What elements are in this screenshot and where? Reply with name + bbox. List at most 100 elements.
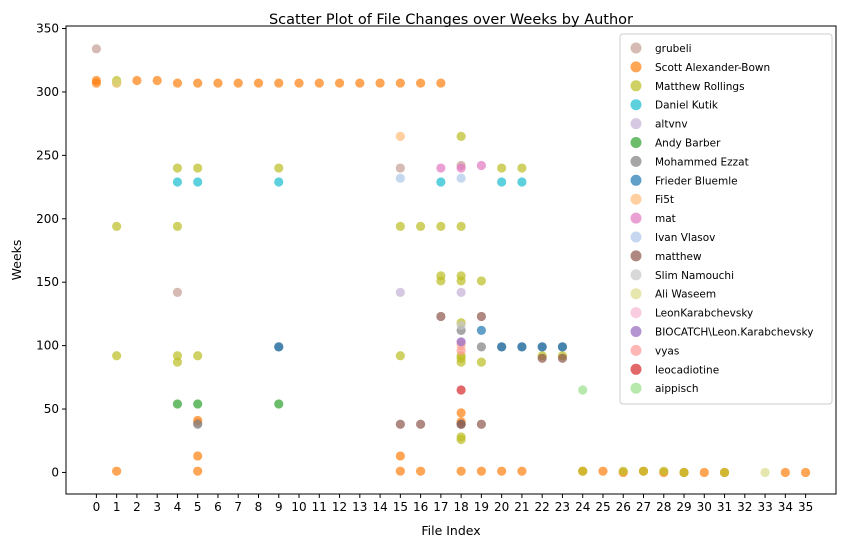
data-point xyxy=(193,451,203,461)
data-point xyxy=(274,78,284,88)
y-axis-label: Weeks xyxy=(9,240,24,281)
data-point xyxy=(172,357,183,367)
x-tick-label: 16 xyxy=(413,500,428,514)
data-point xyxy=(253,78,264,88)
data-point xyxy=(193,163,203,173)
data-point xyxy=(416,419,426,429)
legend-label: Matthew Rollings xyxy=(655,81,745,93)
plot-frame xyxy=(65,25,837,495)
data-point xyxy=(213,78,223,88)
legend-label: Ali Waseem xyxy=(655,289,716,301)
data-point xyxy=(375,78,385,88)
data-point xyxy=(112,466,122,476)
data-point xyxy=(416,466,426,476)
data-point xyxy=(659,466,669,476)
legend-marker xyxy=(630,174,642,186)
x-tick-label: 34 xyxy=(778,500,793,514)
y-tick-label: 250 xyxy=(36,148,59,162)
data-point xyxy=(456,408,466,418)
x-tick-label: 14 xyxy=(372,500,387,514)
data-point xyxy=(132,75,142,86)
x-tick-label: 19 xyxy=(474,500,489,514)
x-tick-label: 10 xyxy=(291,500,306,514)
data-point xyxy=(497,163,507,173)
y-tick-label: 350 xyxy=(36,22,59,36)
data-point xyxy=(476,276,486,286)
data-point xyxy=(780,467,790,478)
data-point xyxy=(456,221,466,231)
data-point xyxy=(719,467,730,478)
data-point xyxy=(436,78,446,88)
data-point xyxy=(578,385,588,395)
data-point xyxy=(233,78,243,88)
data-point xyxy=(517,466,527,476)
legend-marker xyxy=(630,269,642,281)
data-point xyxy=(456,276,466,286)
x-tick-label: 8 xyxy=(255,500,263,514)
data-point xyxy=(112,78,122,88)
y-tick-label: 200 xyxy=(36,212,59,226)
data-point xyxy=(172,351,183,361)
x-tick-label: 29 xyxy=(676,500,691,514)
data-point xyxy=(395,131,405,141)
x-tick-label: 0 xyxy=(93,500,101,514)
data-point xyxy=(497,177,507,187)
legend-label: Ivan Vlasov xyxy=(655,232,715,244)
legend-marker xyxy=(630,344,642,356)
data-point xyxy=(456,357,466,367)
legend-label: Slim Namouchi xyxy=(655,270,734,282)
legend-label: leocadiotine xyxy=(655,364,719,376)
legend-frame xyxy=(619,33,833,405)
data-point xyxy=(476,357,486,367)
x-tick-label: 32 xyxy=(737,500,752,514)
x-tick-label: 5 xyxy=(194,500,202,514)
legend: grubeli Scott Alexander-Bown Matthew Rolli… xyxy=(619,33,833,405)
x-tick-label: 18 xyxy=(453,500,468,514)
data-point xyxy=(517,342,527,352)
legend-marker xyxy=(630,363,642,375)
x-tick-label: 31 xyxy=(717,500,732,514)
legend-marker xyxy=(630,80,642,92)
legend-marker xyxy=(630,250,642,262)
data-point xyxy=(557,353,568,363)
x-axis-ticks: 0 1 2 3 4 5 6 7 8 9 10 11 12 13 14 15 16 17 18 19 20 21 22 23 24… xyxy=(93,494,813,514)
x-tick-label: 2 xyxy=(133,500,141,514)
data-point xyxy=(699,467,709,478)
data-point xyxy=(456,337,466,347)
data-point xyxy=(456,385,466,395)
legend-label: vyas xyxy=(655,345,679,357)
data-point xyxy=(476,311,486,322)
x-tick-label: 9 xyxy=(275,500,283,514)
x-tick-label: 1 xyxy=(113,500,121,514)
data-point xyxy=(193,399,203,409)
data-point xyxy=(476,342,486,352)
x-tick-label: 7 xyxy=(234,500,242,514)
x-tick-label: 13 xyxy=(352,500,367,514)
data-point xyxy=(172,163,183,173)
data-point xyxy=(760,467,770,478)
legend-marker xyxy=(630,99,642,111)
data-point xyxy=(355,78,365,88)
data-point xyxy=(395,163,405,173)
data-point xyxy=(436,177,446,187)
legend-label: matthew xyxy=(655,251,702,263)
legend-label: Frieder Bluemle xyxy=(655,175,738,187)
data-point xyxy=(112,221,122,231)
data-point xyxy=(456,173,466,183)
x-tick-label: 24 xyxy=(575,500,590,514)
legend-marker xyxy=(630,212,642,224)
data-point xyxy=(476,160,486,171)
legend-label: BIOCATCH\Leon.Karabchevsky xyxy=(655,327,813,339)
data-point xyxy=(436,311,446,322)
data-point xyxy=(193,351,203,361)
data-point xyxy=(456,163,466,173)
data-point xyxy=(172,78,183,88)
legend-label: Fi5t xyxy=(655,194,674,206)
data-point xyxy=(274,342,284,352)
data-point xyxy=(618,466,628,476)
legend-label: aippisch xyxy=(655,383,699,395)
data-point xyxy=(395,287,405,297)
y-tick-label: 50 xyxy=(44,402,59,416)
data-point xyxy=(395,351,405,361)
x-tick-label: 6 xyxy=(214,500,222,514)
